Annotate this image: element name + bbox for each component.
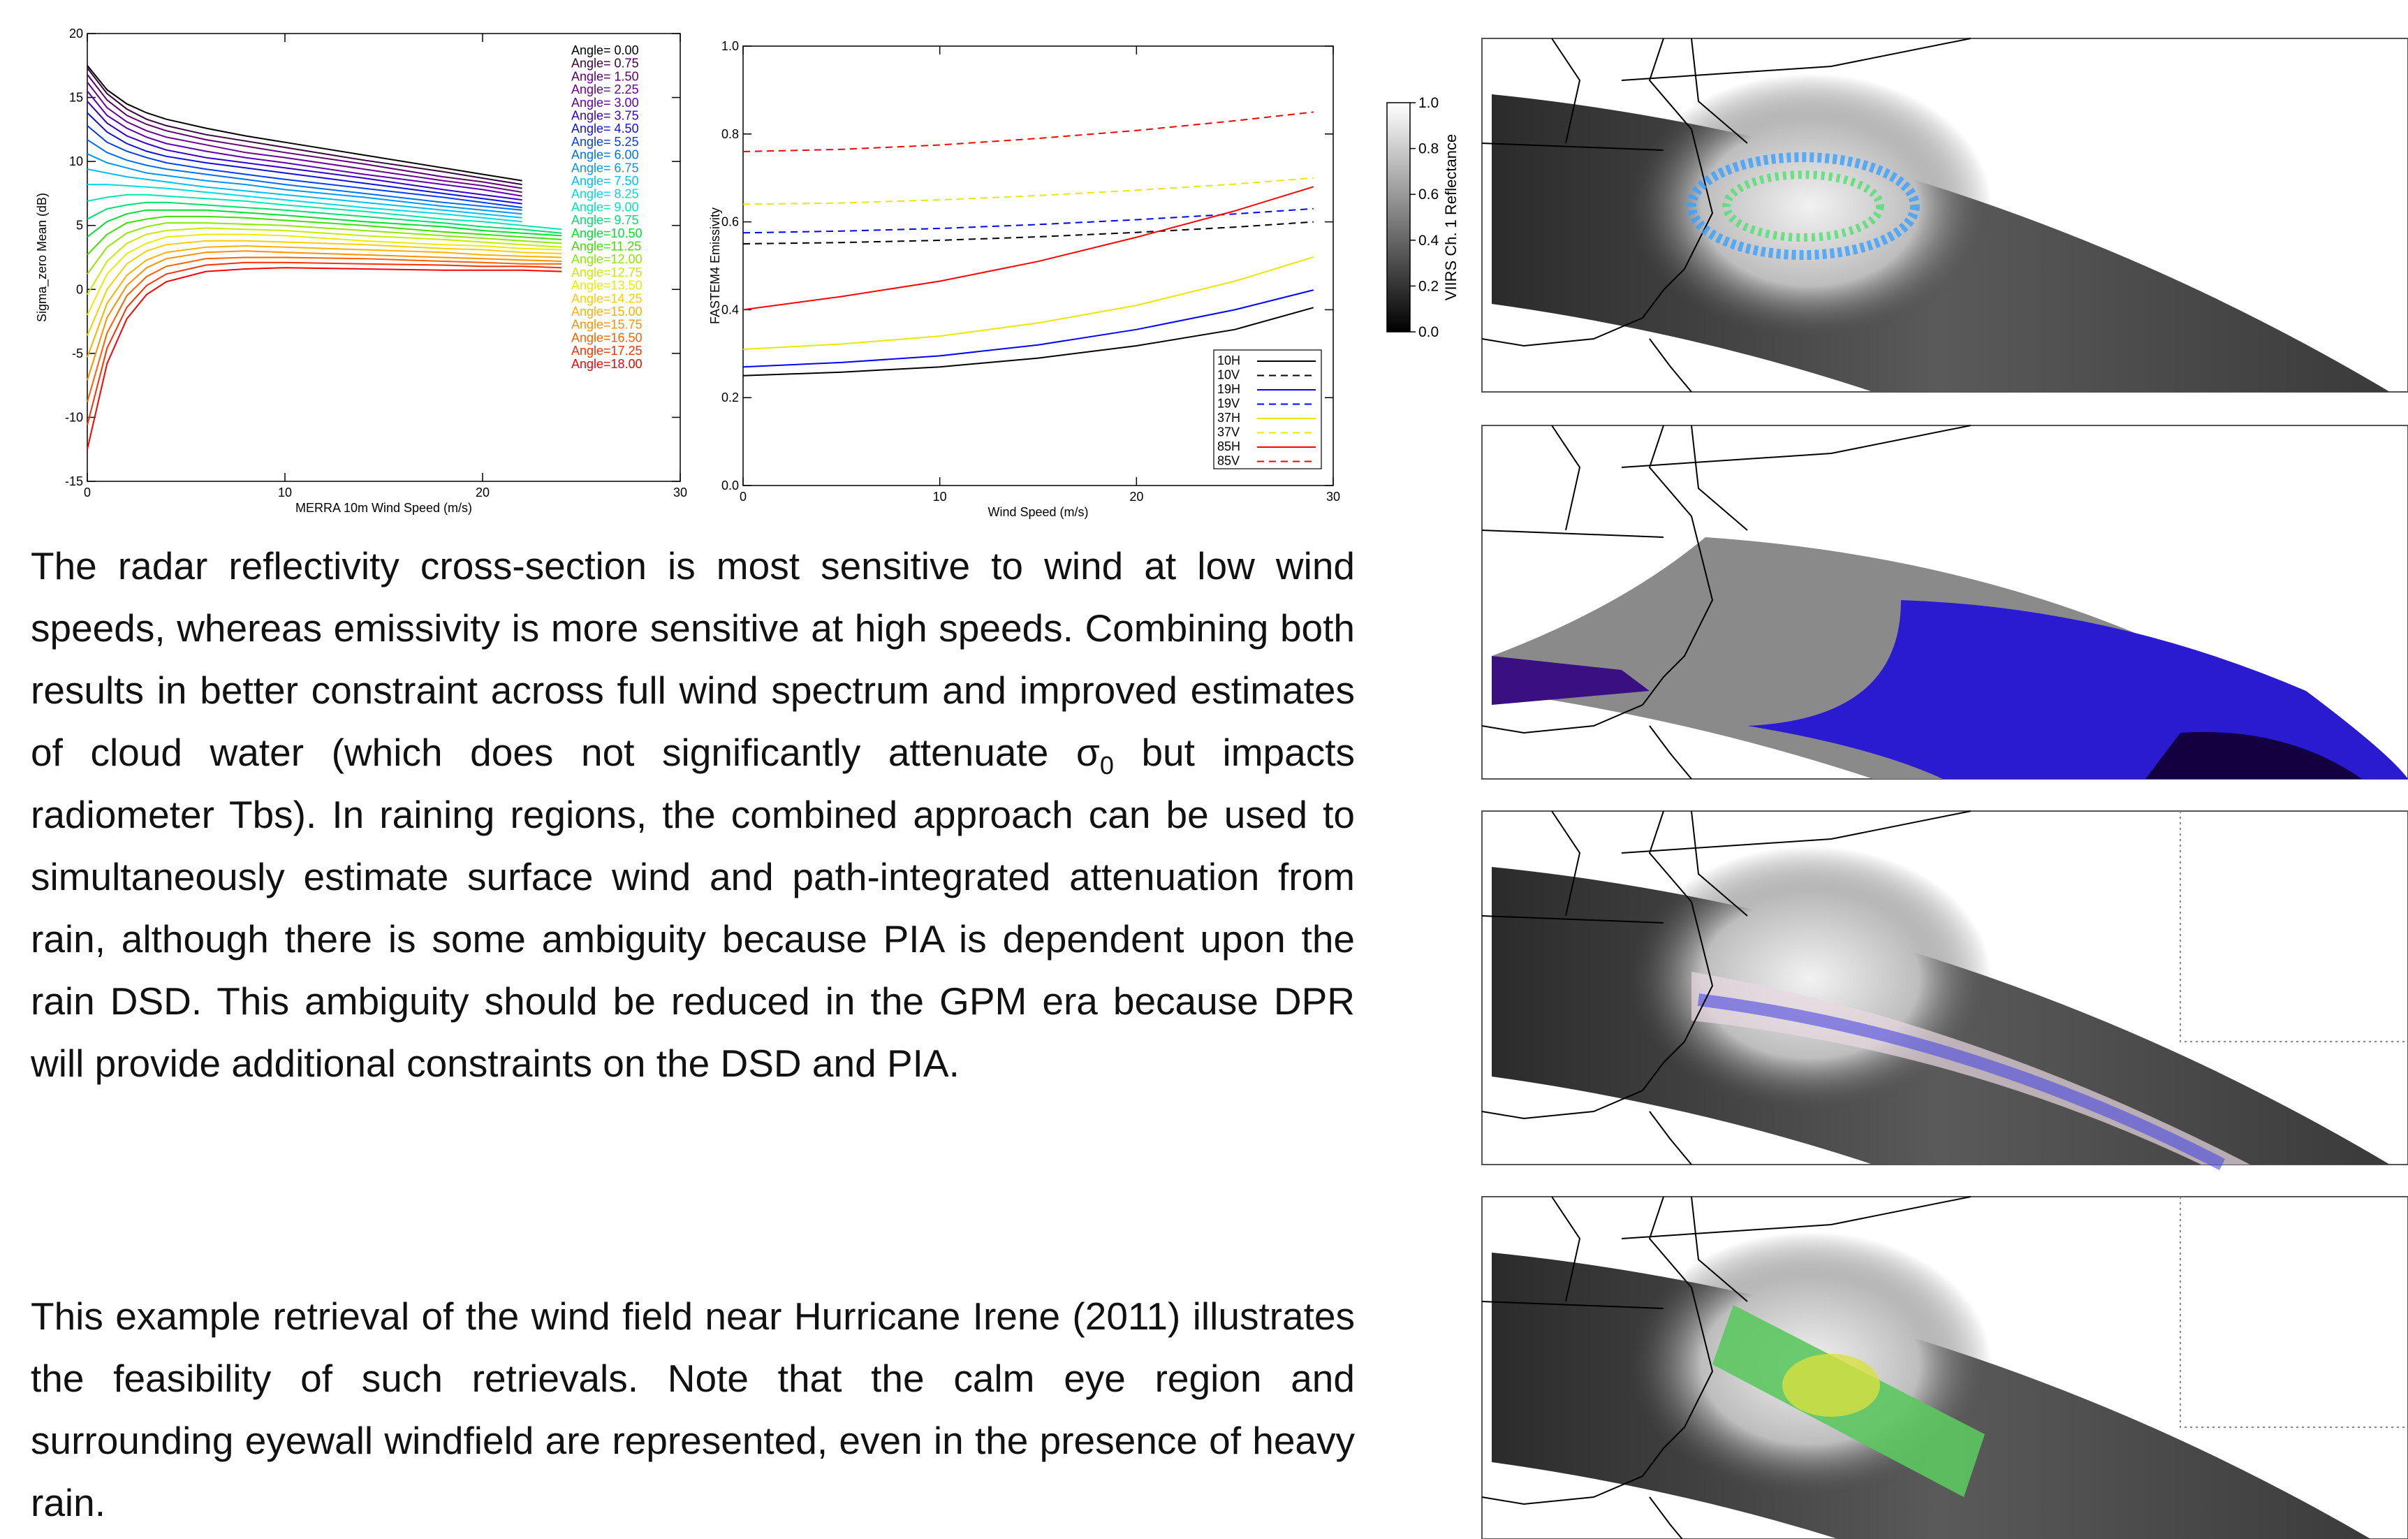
text: but impacts radiometer Tbs). In raining …	[31, 731, 1355, 1085]
legend-label: Angle=18.00	[571, 357, 643, 371]
subscript: 0	[1100, 751, 1114, 780]
y-tick-label: 0.6	[721, 215, 739, 229]
legend-label: 85V	[1217, 454, 1240, 468]
x-axis-label: MERRA 10m Wind Speed (m/s)	[295, 501, 472, 515]
y-axis-label: Sigma_zero Mean (dB)	[35, 193, 50, 322]
legend-label: Angle=12.00	[571, 252, 643, 266]
legend-label: Angle= 4.50	[571, 122, 639, 136]
legend-label: Angle= 7.50	[571, 174, 639, 188]
x-tick-label: 0	[84, 486, 91, 499]
y-tick-label: -15	[65, 474, 83, 488]
colorbar-tick-label: 0.0	[1418, 324, 1439, 340]
legend-label: Angle=11.25	[571, 240, 641, 254]
legend-label: Angle= 9.00	[571, 200, 639, 214]
map-panel	[1482, 811, 2408, 1165]
legend-label: 19V	[1217, 397, 1240, 411]
x-tick-label: 10	[278, 486, 292, 499]
y-tick-label: 5	[76, 219, 83, 233]
colorbar-tick-label: 0.2	[1418, 278, 1439, 294]
legend-label: Angle= 3.75	[571, 109, 639, 123]
legend-label: Angle=16.50	[571, 330, 643, 344]
y-tick-label: 20	[69, 27, 83, 41]
x-tick-label: 20	[1129, 490, 1143, 504]
legend-label: Angle= 3.00	[571, 96, 639, 110]
x-tick-label: 30	[1326, 490, 1340, 504]
colorbar-label: VIIRS Ch. 1 Reflectance	[1442, 134, 1460, 300]
y-tick-label: -5	[72, 347, 83, 360]
colorbar	[1387, 103, 1410, 332]
paragraph: This example retrieval of the wind field…	[31, 1285, 1355, 1534]
legend-label: Angle= 9.75	[571, 213, 639, 227]
legend-label: Angle=13.50	[571, 279, 643, 293]
data-line	[743, 187, 1314, 309]
colorbar-tick-label: 0.8	[1418, 141, 1439, 157]
y-tick-label: 15	[69, 91, 83, 105]
page: VIIRS Ch. 1 Reflectance -15 -10 -5 0 5 10 15 20…	[0, 0, 2408, 1539]
y-tick-label: 0	[76, 282, 83, 296]
legend-label: Angle= 6.75	[571, 161, 639, 175]
y-tick-label: 10	[69, 154, 83, 168]
x-axis-label: Wind Speed (m/s)	[988, 505, 1088, 519]
legend-label: Angle= 1.50	[571, 69, 639, 83]
data-line	[87, 66, 522, 181]
paragraph: The radar reflectivity cross-section is …	[31, 535, 1355, 1095]
y-tick-label: 0.2	[721, 391, 739, 404]
map-panel	[1482, 425, 2408, 779]
data-line	[743, 257, 1314, 349]
legend-label: Angle=15.75	[571, 318, 643, 332]
x-tick-label: 30	[673, 486, 687, 499]
legend-label: Angle=10.50	[571, 226, 643, 240]
map-panel	[1482, 38, 2408, 392]
y-tick-label: 0.4	[721, 302, 739, 316]
data-line	[743, 112, 1314, 152]
legend-label: 19H	[1217, 382, 1240, 396]
legend-label: Angle=12.75	[571, 265, 643, 279]
legend-label: Angle= 0.75	[571, 57, 639, 71]
colorbar-tick-label: 0.6	[1418, 187, 1439, 203]
colorbar-tick-label: 1.0	[1418, 95, 1439, 111]
data-line	[743, 178, 1314, 205]
legend-label: Angle= 6.00	[571, 148, 639, 162]
legend-label: 85H	[1217, 439, 1240, 453]
legend-label: 10H	[1217, 353, 1240, 367]
legend-label: Angle= 5.25	[571, 135, 639, 149]
y-tick-label: 0.0	[721, 479, 739, 493]
colorbar-tick-label: 0.4	[1418, 233, 1439, 249]
wind-retrieval	[1782, 1354, 1880, 1417]
legend-label: Angle=17.25	[571, 344, 643, 358]
y-tick-label: -10	[65, 410, 83, 424]
data-line	[87, 154, 522, 214]
x-tick-label: 20	[476, 486, 490, 499]
legend-label: 10V	[1217, 368, 1240, 382]
y-tick-label: 1.0	[721, 39, 739, 53]
map-panel	[1482, 1197, 2408, 1539]
y-axis-label: FASTEM4 Emissivity	[708, 207, 722, 324]
y-tick-label: 0.8	[721, 127, 739, 141]
legend-label: Angle= 0.00	[571, 43, 639, 57]
legend-label: Angle= 8.25	[571, 187, 639, 201]
text: This example retrieval of the wind field…	[31, 1294, 1355, 1524]
data-line	[87, 75, 522, 189]
legend-label: 37H	[1217, 411, 1240, 425]
legend-label: Angle=14.25	[571, 291, 643, 305]
data-line	[87, 268, 561, 449]
legend-label: Angle=15.00	[571, 305, 643, 319]
legend-label: 37V	[1217, 425, 1240, 439]
x-tick-label: 0	[740, 490, 747, 504]
x-tick-label: 10	[933, 490, 947, 504]
legend-label: Angle= 2.25	[571, 82, 639, 96]
